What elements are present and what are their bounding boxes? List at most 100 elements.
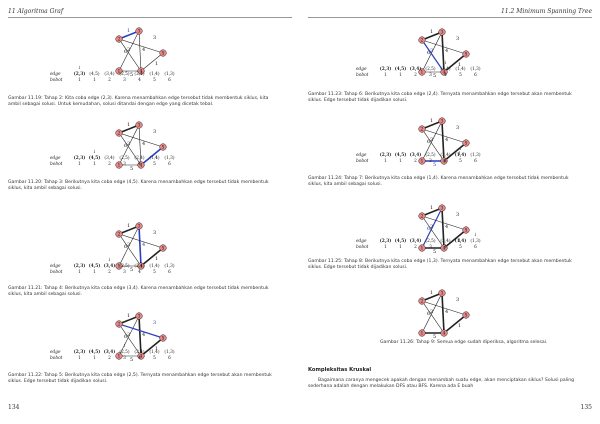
edge-2-4 [118, 132, 142, 166]
figure-caption: Gambar 11.23: Tahap 6: Berikutnya kita c… [308, 92, 572, 104]
weight-cell: 3 [123, 161, 126, 167]
graph-node-label: 1 [421, 70, 424, 76]
edge-2-5 [118, 38, 164, 54]
weight-cell: 2 [108, 161, 111, 167]
edge-2-4 [421, 300, 445, 334]
edge-weight-label: 1 [458, 62, 461, 68]
edge-cell: (1,3) [164, 72, 175, 77]
edge-cell: (2,5) [425, 239, 436, 244]
current-edge-pointer: ↓ [443, 61, 448, 66]
graph-node-label: 5 [465, 313, 468, 319]
graph-node-label: 1 [421, 331, 424, 337]
graph-node [135, 121, 143, 129]
weight-cell: 2 [414, 158, 417, 164]
weight-cell: 1 [384, 244, 387, 250]
edge-weight-label: 4 [142, 332, 145, 338]
graph-node-label: 3 [441, 291, 444, 297]
weight-cell: 3 [123, 269, 126, 275]
graph-node [462, 311, 470, 319]
graph-node-label: 5 [465, 141, 468, 147]
weight-cell: 1 [78, 77, 81, 83]
edge-weight-label: 4 [445, 309, 448, 315]
graph-node-label: 2 [421, 299, 424, 305]
graph-node-label: 4 [443, 159, 446, 165]
graph-node-label: 3 [138, 314, 141, 320]
graph-node [135, 312, 143, 320]
edge-2-5 [421, 39, 467, 55]
edge-4-5 [443, 142, 467, 162]
section-title: Kompleksitas Kruskal [308, 367, 372, 373]
graph-node [159, 244, 167, 252]
edge-cell: (3,4) [103, 350, 116, 355]
right-page-number: 135 [580, 404, 592, 411]
graph-node-label: 5 [465, 52, 468, 58]
graph-node-label: 5 [162, 145, 165, 151]
edge-weight-label: 5 [130, 267, 133, 273]
edge-cell: (4,5) [89, 72, 100, 77]
edge-weight-label: 4 [142, 242, 145, 248]
graph-node [159, 143, 167, 151]
graph-node [438, 117, 446, 125]
graph-node [115, 129, 123, 137]
edge-weight-label: 4 [445, 48, 448, 54]
edge-weight-label: 1 [430, 118, 433, 124]
graph-node-label: 3 [441, 206, 444, 212]
edge-cell: (4,5) [88, 156, 101, 161]
weight-cell: 2 [414, 244, 417, 250]
edge-1-3 [421, 31, 443, 73]
edge-weight-label: 1 [458, 323, 461, 329]
weight-row-label: bobot [50, 269, 63, 275]
graph-node [418, 329, 426, 337]
edge-weight-label: 6 [124, 334, 127, 340]
weight-cell: 4 [138, 161, 141, 167]
left-page: 11 Algoritma Graf 134 1 6 2 4 3 5 1 1 2 3 4 5 ↓ edge(… [8, 8, 292, 411]
edge-1-3 [118, 225, 140, 267]
edge-4-5 [140, 52, 164, 72]
weight-cell: 5 [153, 269, 156, 275]
edge-cell: (1,3) [470, 153, 481, 158]
weight-cell: 3 [429, 72, 432, 78]
weight-cell: 4 [444, 72, 447, 78]
edge-1-3 [421, 207, 443, 249]
graph-node-label: 3 [138, 29, 141, 35]
weight-cell: 5 [153, 161, 156, 167]
edge-2-4 [118, 38, 142, 72]
weight-cell: 4 [444, 158, 447, 164]
weight-cell: 6 [168, 269, 171, 275]
graph-node [438, 28, 446, 36]
edge-weight-label: 6 [427, 139, 430, 145]
graph-node [462, 139, 470, 147]
edge-weight-label: 6 [427, 50, 430, 56]
weight-cell: 6 [168, 77, 171, 83]
edge-weight-label: 2 [430, 48, 433, 54]
edge-cell: (2,3) [379, 239, 392, 244]
graph-node [440, 157, 448, 165]
weight-cell: 5 [153, 77, 156, 83]
weight-cell: 3 [429, 158, 432, 164]
edge-weight-label: 3 [456, 297, 459, 303]
graph-node-label: 2 [421, 214, 424, 220]
edge-1-3 [421, 292, 443, 334]
weight-row-label: bobot [50, 161, 63, 167]
edge-cell: (1,4) [149, 264, 160, 269]
edge-cell: (1,3) [164, 264, 175, 269]
graph-node-label: 1 [118, 264, 121, 270]
weight-cell: 5 [459, 244, 462, 250]
edge-weight-label: 1 [430, 205, 433, 211]
edge-cell: (2,4) [440, 239, 451, 244]
graph-node-label: 3 [441, 119, 444, 125]
weight-cell: 3 [123, 77, 126, 83]
edge-cell: (3,4) [104, 72, 115, 77]
edge-weight-label: 1 [458, 238, 461, 244]
edge-weight-label: 2 [127, 332, 130, 338]
edge-weight-label: 2 [127, 47, 130, 53]
weight-cell: 1 [399, 244, 402, 250]
edge-cell: (1,4) [149, 156, 160, 161]
edge-cell: (3,4) [409, 67, 422, 72]
edge-2-4 [118, 323, 142, 357]
edge-cell: (2,4) [134, 350, 145, 355]
weight-cell: 1 [399, 72, 402, 78]
edge-3-4 [138, 315, 142, 357]
weight-cell: 4 [138, 355, 141, 361]
